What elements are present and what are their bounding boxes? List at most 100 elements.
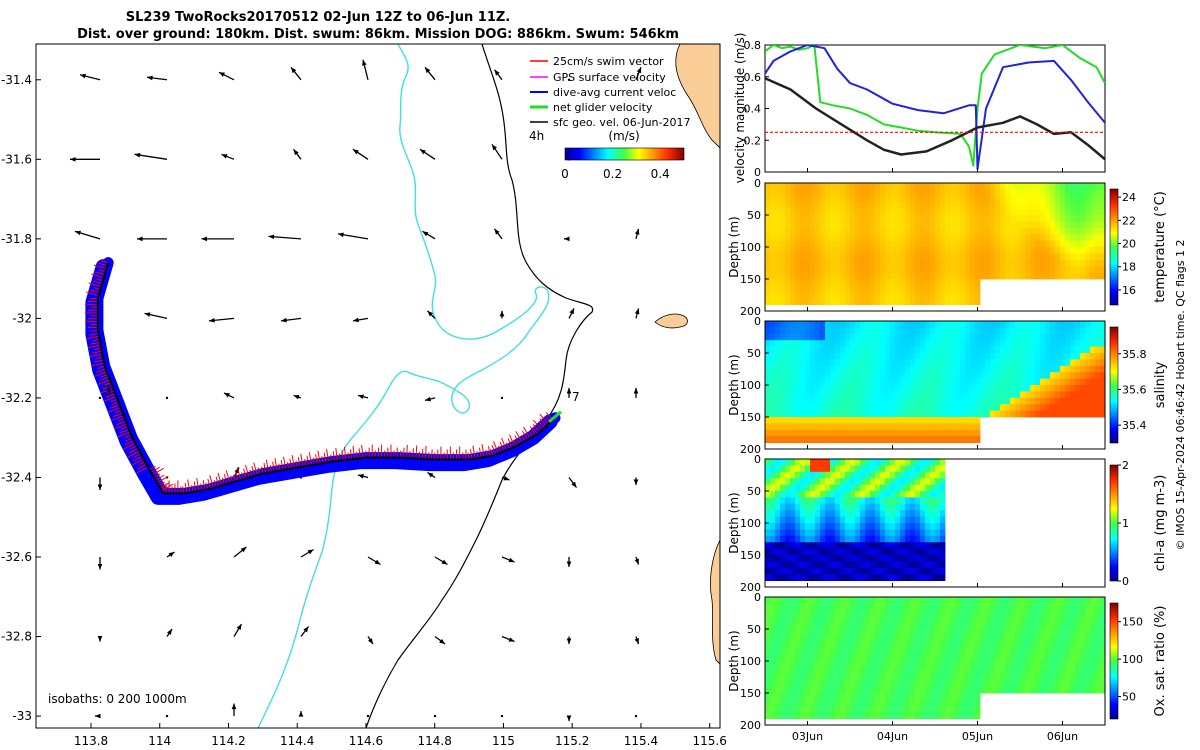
section-cell <box>1000 397 1006 405</box>
section-cell <box>850 321 856 328</box>
section-cell <box>870 279 876 286</box>
section-cell <box>890 654 896 662</box>
section-cell <box>895 503 901 511</box>
section-cell <box>910 234 916 241</box>
section-cell <box>805 603 811 611</box>
section-cell <box>805 359 811 367</box>
section-cell <box>930 712 936 719</box>
section-cell <box>820 516 826 524</box>
section-cell <box>985 353 991 360</box>
section-cell <box>950 365 956 373</box>
section-cell <box>910 321 916 328</box>
section-cell <box>915 359 921 367</box>
section-cell <box>855 686 861 694</box>
sfc-vector-head <box>362 59 367 66</box>
section-cell <box>925 680 931 687</box>
section-cell <box>785 298 791 305</box>
section-cell <box>955 616 961 623</box>
section-cell <box>860 266 866 273</box>
section-cell <box>1100 648 1106 655</box>
section-cell <box>960 321 966 328</box>
section-cell <box>905 567 911 575</box>
section-cell <box>890 353 896 360</box>
section-cell <box>1005 385 1011 392</box>
section-cell <box>795 484 801 492</box>
section-cell <box>855 253 861 261</box>
section-cell <box>800 712 806 719</box>
section-cell <box>905 699 911 707</box>
section-cell <box>1010 654 1016 662</box>
section-cell <box>765 523 771 530</box>
section-cell <box>830 693 836 700</box>
section-cell <box>805 686 811 694</box>
section-cell <box>810 423 816 431</box>
section-cell <box>785 253 791 261</box>
section-cell <box>795 667 801 675</box>
map-y-tick-label: -31.6 <box>1 152 32 166</box>
section-cell <box>835 523 841 530</box>
section-cell <box>855 417 861 424</box>
section-cell <box>1020 227 1026 235</box>
section-cell <box>1020 391 1026 399</box>
section-cell <box>920 561 926 569</box>
section-cell <box>905 353 911 360</box>
section-cell <box>1080 247 1086 254</box>
section-cell <box>995 240 1001 248</box>
section-cell <box>895 372 901 379</box>
section-cell <box>1055 378 1061 386</box>
section-cell <box>975 253 981 261</box>
section-cell <box>885 333 891 341</box>
section-cell <box>1055 234 1061 241</box>
section-cell <box>895 359 901 367</box>
section-cell <box>825 321 831 328</box>
section-cell <box>845 510 851 517</box>
section-cell <box>850 478 856 485</box>
section-cell <box>950 202 956 209</box>
section-cell <box>920 227 926 235</box>
section-cell <box>960 699 966 707</box>
section-cell <box>775 616 781 623</box>
section-cell <box>1070 622 1076 630</box>
section-cell <box>940 429 946 437</box>
section-cell <box>785 391 791 399</box>
section-cell <box>1005 208 1011 216</box>
section-cell <box>790 279 796 286</box>
section-cell <box>925 285 931 293</box>
section-cell <box>860 491 866 498</box>
section-colorbar-tick-label: 0 <box>1122 575 1129 588</box>
section-cell <box>765 253 771 261</box>
section-cell <box>925 465 931 473</box>
section-cell <box>835 497 841 505</box>
section-cell <box>865 410 871 418</box>
section-cell <box>875 291 881 299</box>
section-cell <box>825 503 831 511</box>
section-cell <box>770 372 776 379</box>
section-cell <box>805 285 811 293</box>
section-cell <box>905 603 911 611</box>
section-cell <box>1055 321 1061 328</box>
section-cell <box>900 240 906 248</box>
section-cell <box>845 333 851 341</box>
section-cell <box>1090 327 1096 335</box>
section-cell <box>815 195 821 203</box>
section-cell <box>775 202 781 209</box>
section-cell <box>820 693 826 700</box>
section-cell <box>940 680 946 687</box>
section-cell <box>970 291 976 299</box>
section-cell <box>775 471 781 479</box>
section-cell <box>930 372 936 379</box>
section-cell <box>850 561 856 569</box>
section-cell <box>1095 372 1101 379</box>
section-cell <box>805 189 811 197</box>
section-cell <box>885 497 891 505</box>
section-cell <box>1070 616 1076 623</box>
section-cell <box>1025 597 1031 604</box>
section-cell <box>985 215 991 222</box>
section-cell <box>1060 183 1066 190</box>
section-cell <box>930 459 936 466</box>
section-cell <box>955 597 961 604</box>
section-cell <box>955 321 961 328</box>
section-cell <box>950 272 956 280</box>
section-cell <box>785 234 791 241</box>
section-cell <box>935 484 941 492</box>
